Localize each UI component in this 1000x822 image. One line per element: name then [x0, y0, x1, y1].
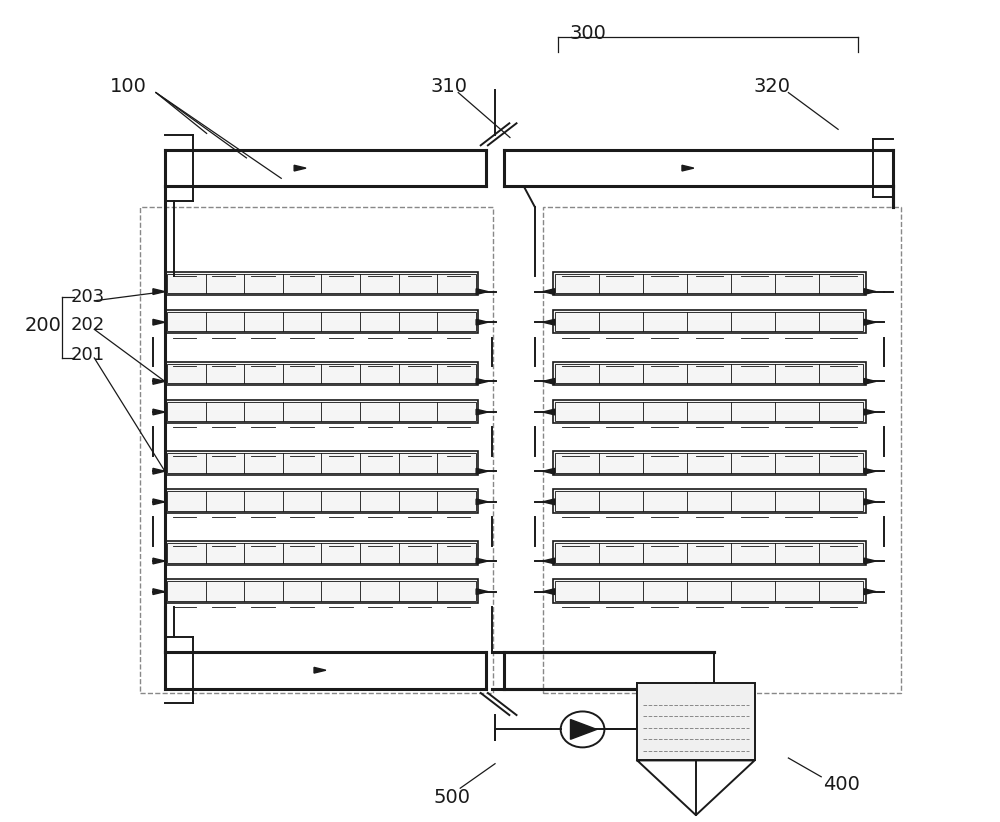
Polygon shape: [153, 289, 165, 294]
Bar: [555, 274, 863, 293]
Text: 203: 203: [70, 288, 105, 306]
Bar: [555, 581, 863, 601]
Bar: [167, 363, 476, 383]
Bar: [553, 310, 866, 333]
Bar: [553, 399, 866, 423]
Text: 300: 300: [570, 25, 606, 44]
Bar: [167, 543, 476, 563]
Polygon shape: [543, 469, 555, 474]
Bar: [637, 683, 755, 760]
Polygon shape: [476, 558, 488, 564]
Bar: [165, 489, 478, 513]
Polygon shape: [543, 499, 555, 505]
Polygon shape: [476, 409, 488, 415]
Bar: [165, 362, 478, 385]
Bar: [555, 454, 863, 473]
Polygon shape: [153, 589, 165, 594]
Text: 320: 320: [754, 76, 791, 95]
Polygon shape: [864, 469, 876, 474]
Bar: [165, 399, 478, 423]
Polygon shape: [864, 379, 876, 384]
Bar: [555, 363, 863, 383]
Polygon shape: [543, 289, 555, 294]
Polygon shape: [476, 499, 488, 505]
Polygon shape: [476, 320, 488, 325]
Polygon shape: [543, 320, 555, 325]
Bar: [167, 312, 476, 331]
Bar: [167, 401, 476, 421]
Polygon shape: [864, 558, 876, 564]
Polygon shape: [571, 719, 597, 739]
Bar: [167, 274, 476, 293]
Bar: [165, 580, 478, 603]
Polygon shape: [682, 165, 694, 171]
Bar: [553, 451, 866, 475]
Polygon shape: [543, 379, 555, 384]
Bar: [167, 581, 476, 601]
Bar: [553, 542, 866, 565]
Bar: [555, 492, 863, 510]
Polygon shape: [864, 409, 876, 415]
Bar: [167, 492, 476, 510]
Bar: [167, 454, 476, 473]
Text: 310: 310: [430, 76, 467, 95]
Polygon shape: [476, 289, 488, 294]
Polygon shape: [543, 409, 555, 415]
Text: 202: 202: [70, 316, 105, 335]
Bar: [165, 272, 478, 295]
Polygon shape: [864, 289, 876, 294]
Bar: [543, 207, 901, 693]
Polygon shape: [153, 409, 165, 415]
Bar: [555, 401, 863, 421]
Polygon shape: [543, 558, 555, 564]
Text: 400: 400: [823, 775, 860, 794]
Polygon shape: [314, 667, 326, 673]
Polygon shape: [476, 589, 488, 594]
Bar: [165, 310, 478, 333]
Polygon shape: [153, 320, 165, 325]
Polygon shape: [476, 379, 488, 384]
Polygon shape: [476, 469, 488, 474]
Text: 500: 500: [433, 787, 470, 806]
Text: 201: 201: [70, 347, 105, 364]
Polygon shape: [543, 589, 555, 594]
Polygon shape: [864, 320, 876, 325]
Text: 100: 100: [110, 77, 147, 96]
Bar: [553, 489, 866, 513]
Text: 200: 200: [25, 316, 62, 335]
Polygon shape: [864, 589, 876, 594]
Bar: [165, 451, 478, 475]
Bar: [553, 362, 866, 385]
Bar: [553, 580, 866, 603]
Polygon shape: [153, 558, 165, 564]
Polygon shape: [153, 379, 165, 384]
Bar: [165, 542, 478, 565]
Bar: [553, 272, 866, 295]
Bar: [555, 312, 863, 331]
Bar: [140, 207, 493, 693]
Polygon shape: [153, 469, 165, 474]
Polygon shape: [294, 165, 306, 171]
Polygon shape: [153, 499, 165, 505]
Bar: [555, 543, 863, 563]
Polygon shape: [864, 499, 876, 505]
